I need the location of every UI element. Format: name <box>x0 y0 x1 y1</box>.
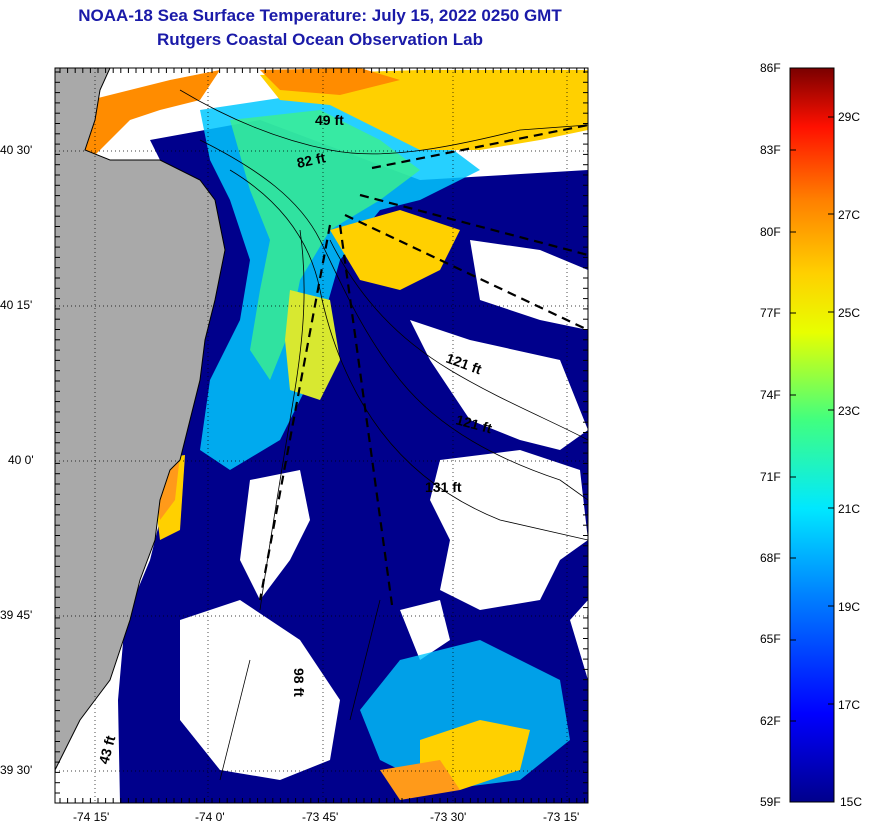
hot-temp-region <box>80 70 220 160</box>
lat-label: 39 30' <box>0 763 33 777</box>
lon-label: -73 45' <box>302 810 339 824</box>
depth-label: 43 ft <box>95 734 118 766</box>
depth-label: 131 ft <box>425 479 462 495</box>
no-data-patch <box>430 450 588 610</box>
lat-label: 40 0' <box>8 453 34 467</box>
celsius-label: 21C <box>838 502 861 516</box>
sst-map[interactable]: 49 ft 82 ft 121 ft 121 ft 131 ft 43 ft 9… <box>0 0 640 832</box>
bathymetry-contours <box>179 89 588 781</box>
fahrenheit-label: 86F <box>760 61 781 75</box>
mid-temp-region <box>230 110 420 380</box>
celsius-label: 25C <box>838 306 861 320</box>
colorbar-gradient <box>789 67 835 803</box>
lon-label: -74 0' <box>195 810 225 824</box>
map-ticks <box>55 68 588 803</box>
celsius-label: 27C <box>838 208 861 222</box>
lat-label: 40 30' <box>0 143 33 157</box>
warm-temp-region <box>330 210 460 290</box>
fahrenheit-label: 74F <box>760 388 781 402</box>
fahrenheit-label: 62F <box>760 714 781 728</box>
no-data-patch <box>240 470 310 600</box>
hot-temp-region <box>380 760 460 800</box>
depth-label: 82 ft <box>295 149 327 171</box>
no-data-patch <box>55 720 120 803</box>
chart-subtitle: Rutgers Coastal Ocean Observation Lab <box>157 30 483 49</box>
celsius-label: 15C <box>840 795 863 809</box>
hot-temp-region <box>260 68 400 95</box>
land-area <box>55 68 226 771</box>
celsius-label: 29C <box>838 110 861 124</box>
fahrenheit-label: 80F <box>760 225 781 239</box>
no-data-patch <box>470 240 588 330</box>
celsius-label: 19C <box>838 600 861 614</box>
fahrenheit-label: 68F <box>760 551 781 565</box>
depth-label: 49 ft <box>315 112 344 128</box>
celsius-label: 23C <box>838 404 861 418</box>
lat-label: 40 15' <box>0 298 33 312</box>
lat-label: 39 45' <box>0 608 33 622</box>
fahrenheit-label: 83F <box>760 143 781 157</box>
no-data-patch <box>180 600 340 780</box>
map-frame <box>54 67 589 804</box>
fahrenheit-label: 65F <box>760 632 781 646</box>
fahrenheit-label: 59F <box>760 795 781 809</box>
graticule <box>55 68 588 803</box>
no-data-patch <box>410 320 588 450</box>
celsius-label: 17C <box>838 698 861 712</box>
fahrenheit-label: 71F <box>760 470 781 484</box>
depth-label: 98 ft <box>291 668 307 697</box>
lon-label: -73 30' <box>430 810 467 824</box>
lon-label: -73 15' <box>543 810 580 824</box>
lon-label: -74 15' <box>73 810 110 824</box>
fahrenheit-label: 77F <box>760 306 781 320</box>
shipping-lanes <box>258 123 588 606</box>
no-data-patch <box>400 600 450 660</box>
chart-title: NOAA-18 Sea Surface Temperature: July 15… <box>78 6 562 25</box>
colorbar <box>789 67 835 803</box>
